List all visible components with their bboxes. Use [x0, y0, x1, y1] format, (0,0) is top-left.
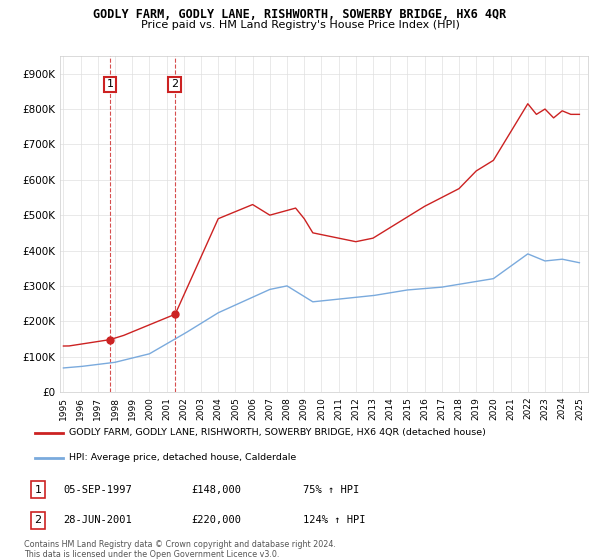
Text: 75% ↑ HPI: 75% ↑ HPI [303, 484, 359, 494]
Text: HPI: Average price, detached house, Calderdale: HPI: Average price, detached house, Cald… [68, 453, 296, 462]
Text: 1: 1 [107, 80, 113, 89]
Text: 2: 2 [171, 80, 178, 89]
Text: GODLY FARM, GODLY LANE, RISHWORTH, SOWERBY BRIDGE, HX6 4QR (detached house): GODLY FARM, GODLY LANE, RISHWORTH, SOWER… [68, 428, 485, 437]
Text: 05-SEP-1997: 05-SEP-1997 [63, 484, 132, 494]
Text: 28-JUN-2001: 28-JUN-2001 [63, 515, 132, 525]
Text: 2: 2 [34, 515, 41, 525]
Text: 124% ↑ HPI: 124% ↑ HPI [303, 515, 365, 525]
Text: Contains HM Land Registry data © Crown copyright and database right 2024.
This d: Contains HM Land Registry data © Crown c… [24, 540, 336, 559]
Text: £148,000: £148,000 [191, 484, 241, 494]
Text: 1: 1 [34, 484, 41, 494]
Text: GODLY FARM, GODLY LANE, RISHWORTH, SOWERBY BRIDGE, HX6 4QR: GODLY FARM, GODLY LANE, RISHWORTH, SOWER… [94, 8, 506, 21]
Text: Price paid vs. HM Land Registry's House Price Index (HPI): Price paid vs. HM Land Registry's House … [140, 20, 460, 30]
Text: £220,000: £220,000 [191, 515, 241, 525]
